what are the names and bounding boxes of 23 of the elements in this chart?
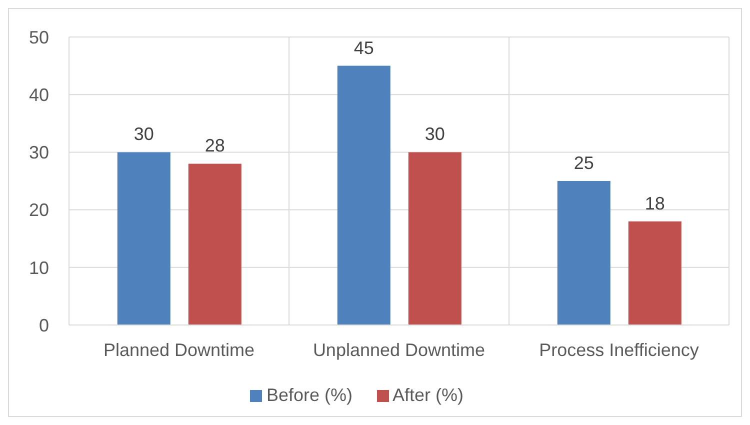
data-label: 45 [354,38,374,58]
data-label: 25 [574,153,594,173]
y-tick-label: 50 [28,27,49,48]
bar [117,152,170,325]
y-tick-label: 20 [28,200,49,220]
bar [628,221,682,325]
y-tick-label: 10 [28,258,49,278]
data-label: 30 [424,124,445,144]
x-tick-label: Planned Downtime [103,340,255,360]
bar [337,66,390,325]
y-tick-label: 30 [28,142,49,163]
y-tick-label: 0 [38,315,49,336]
x-tick-label: Process Inefficiency [539,340,699,360]
data-label: 30 [134,124,154,144]
bar [557,181,610,325]
legend-label: Before (%) [266,385,352,405]
y-tick-label: 40 [28,84,49,105]
bar [188,164,242,325]
legend-label: After (%) [392,385,464,405]
bar [408,152,462,325]
data-label: 28 [204,136,225,156]
data-label: 18 [644,193,665,214]
x-tick-label: Unplanned Downtime [312,340,486,360]
